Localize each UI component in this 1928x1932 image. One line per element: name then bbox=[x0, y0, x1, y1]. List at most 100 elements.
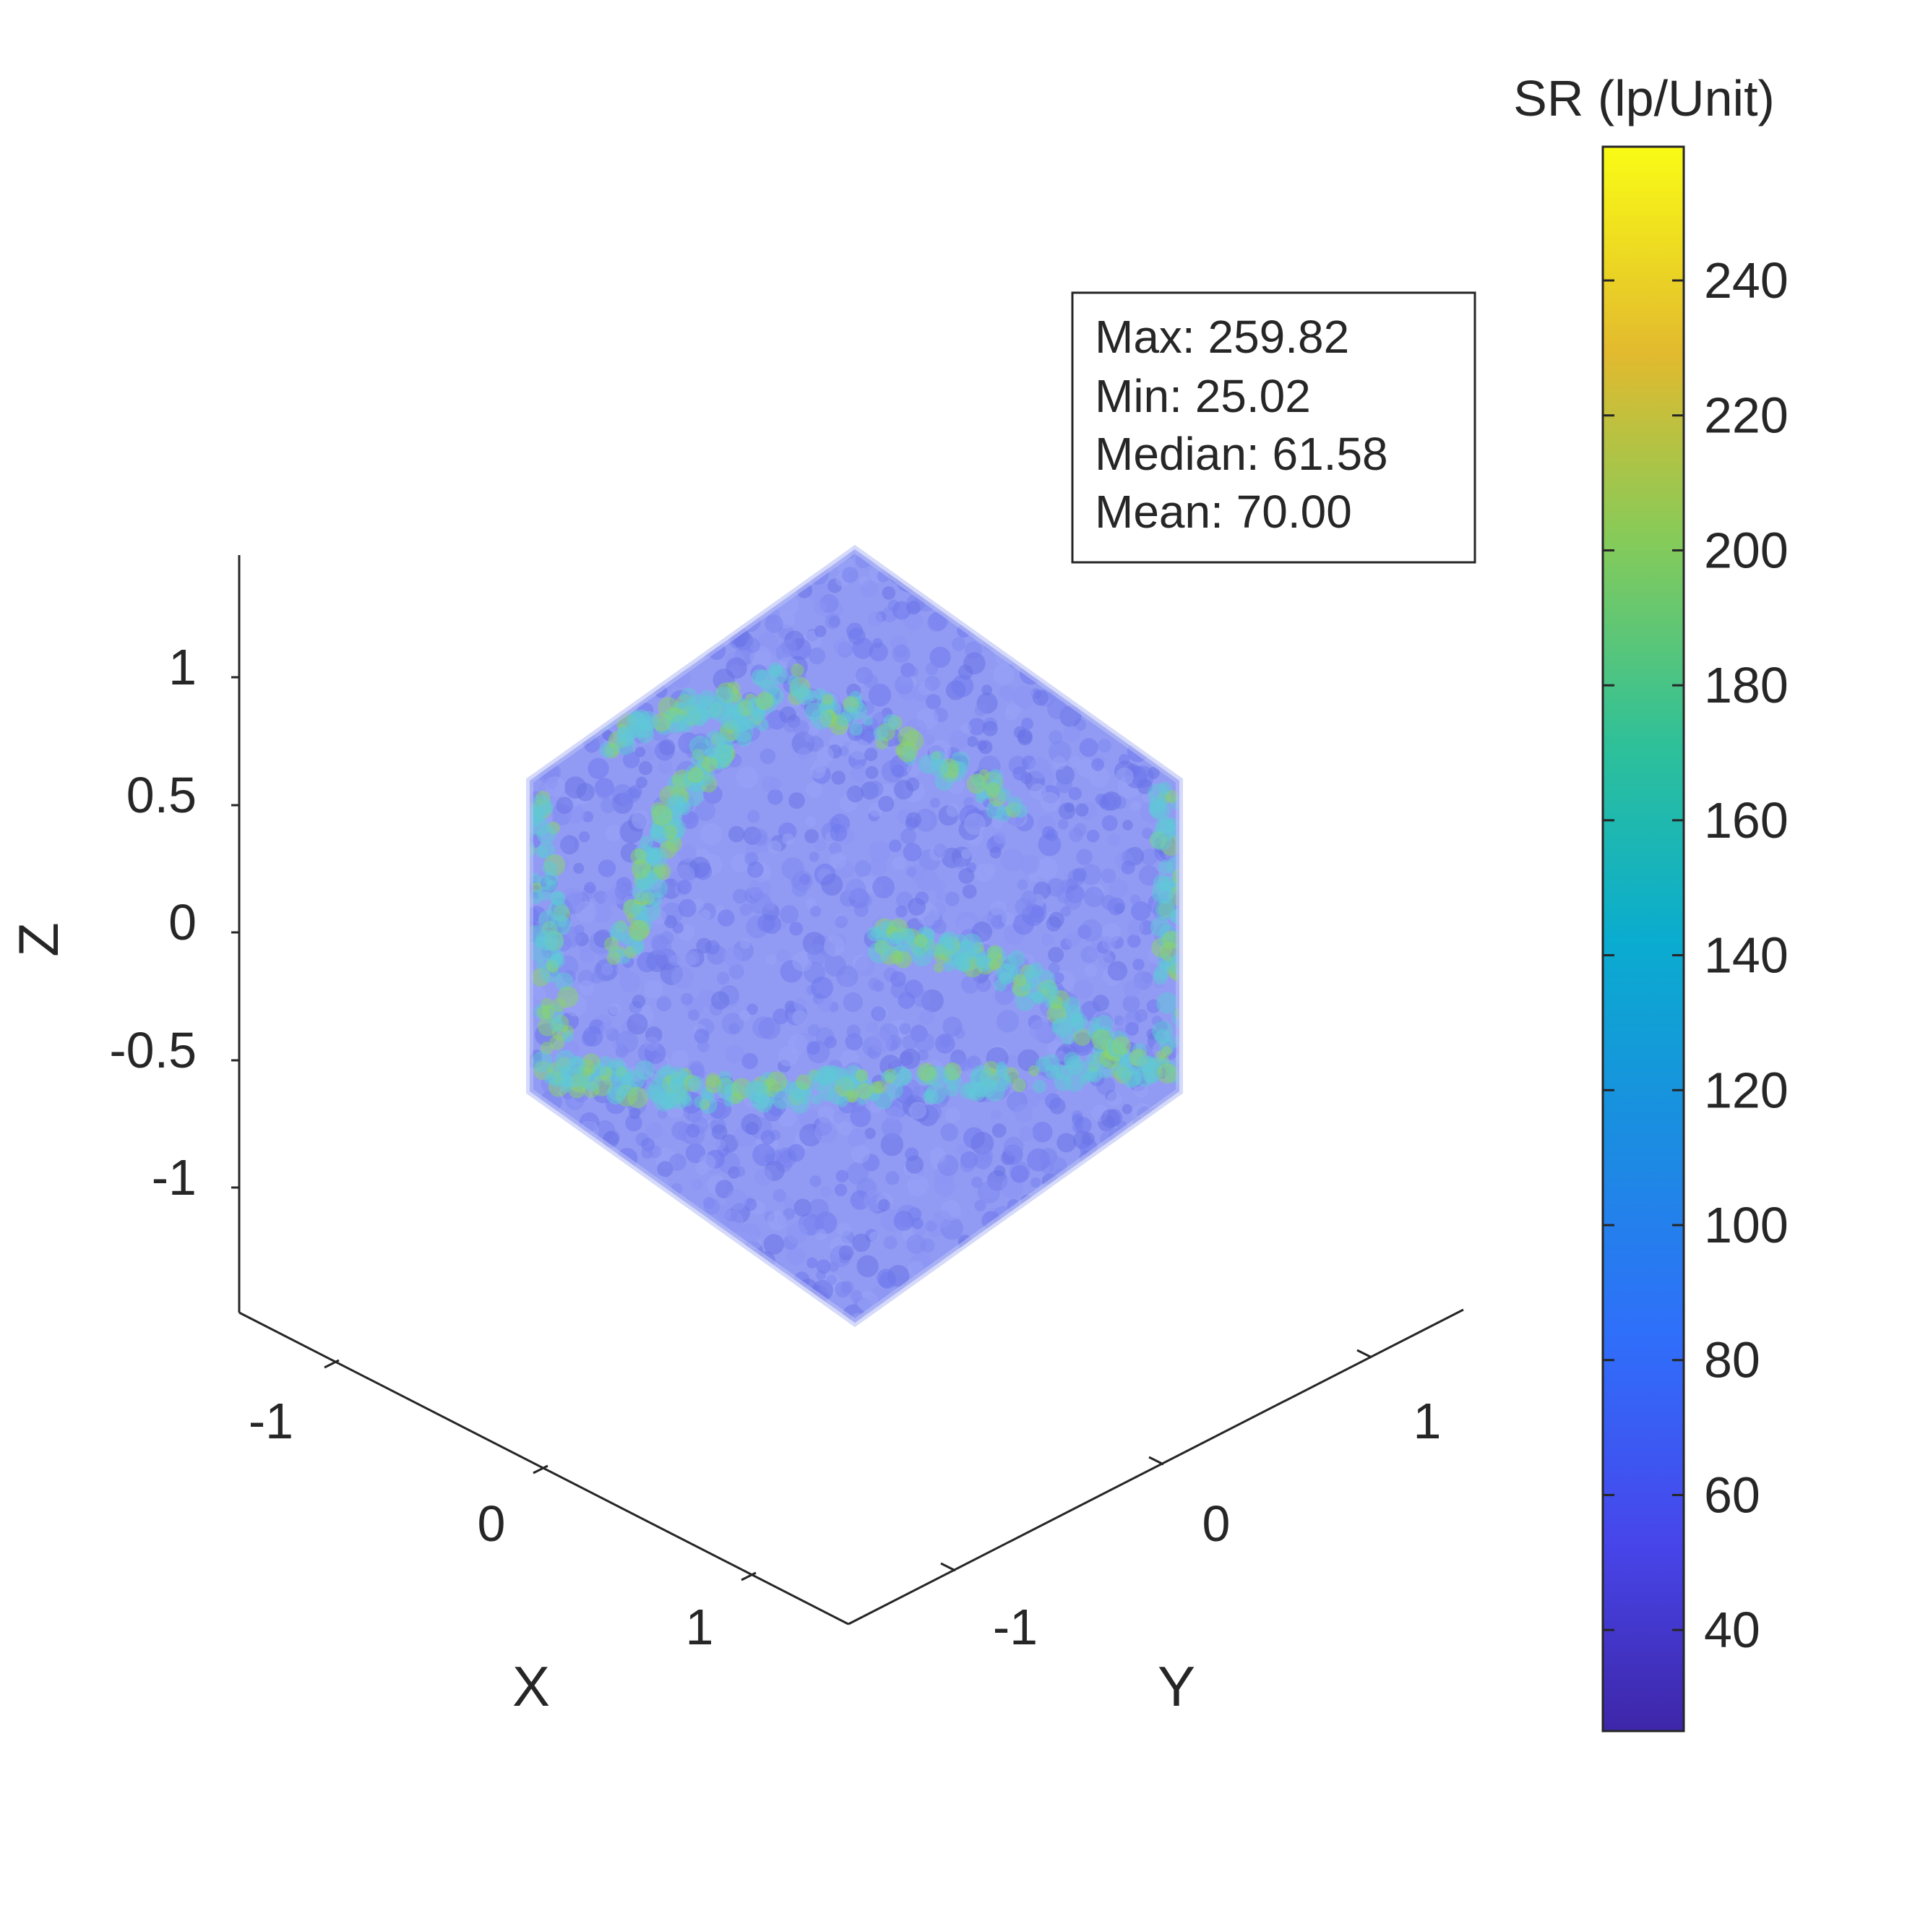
cloud-point bbox=[778, 549, 794, 562]
cloud-point bbox=[911, 1217, 924, 1229]
cloud-point bbox=[1061, 611, 1074, 624]
cloud-point bbox=[947, 1263, 961, 1276]
cloud-point bbox=[1125, 692, 1148, 716]
cloud-point bbox=[600, 797, 616, 814]
x-tick-label: 0 bbox=[478, 1495, 506, 1552]
cloud-point bbox=[868, 977, 881, 991]
cloud-point bbox=[1019, 1126, 1034, 1141]
cloud-point bbox=[959, 1316, 971, 1323]
cloud-point bbox=[930, 1274, 952, 1296]
cloud-point bbox=[1004, 708, 1018, 721]
cloud-point bbox=[1132, 958, 1145, 971]
cloud-point-edge bbox=[940, 931, 959, 950]
cloud-point bbox=[865, 765, 879, 779]
cloud-point bbox=[1114, 1190, 1132, 1208]
cloud-point bbox=[696, 937, 712, 954]
cloud-point bbox=[866, 1021, 878, 1033]
cloud-point bbox=[1144, 635, 1163, 655]
cloud-point bbox=[634, 1237, 649, 1251]
cloud-point bbox=[1080, 919, 1103, 942]
cloud-point bbox=[896, 1273, 908, 1284]
cloud-point bbox=[605, 1300, 616, 1313]
cloud-point bbox=[880, 1133, 904, 1156]
cloud-point bbox=[1100, 1208, 1111, 1220]
cloud-point-edge bbox=[868, 942, 890, 963]
cloud-point bbox=[1097, 739, 1111, 753]
cloud-point bbox=[740, 1223, 761, 1244]
cloud-point bbox=[951, 674, 974, 697]
cloud-point bbox=[610, 1188, 630, 1209]
cloud-point bbox=[918, 564, 942, 587]
cloud-point bbox=[547, 1148, 560, 1161]
cloud-point bbox=[530, 710, 543, 724]
cloud-point bbox=[561, 617, 580, 637]
cloud-point bbox=[991, 1123, 1007, 1138]
cloud-point bbox=[1122, 995, 1140, 1013]
cloud-point bbox=[1037, 643, 1054, 659]
cloud-point bbox=[852, 1233, 871, 1253]
cloud-point bbox=[1110, 609, 1125, 623]
cloud-point bbox=[806, 1257, 818, 1268]
cloud-point-edge bbox=[796, 1074, 812, 1091]
cloud-point bbox=[926, 694, 942, 710]
cloud-point bbox=[793, 1198, 812, 1217]
cloud-point bbox=[745, 1122, 759, 1135]
cloud-point bbox=[629, 1192, 649, 1211]
cloud-point bbox=[1142, 596, 1164, 617]
z-tick-label: 0.5 bbox=[126, 767, 197, 823]
cloud-point bbox=[543, 549, 560, 560]
cloud-point bbox=[903, 843, 922, 862]
cloud-point bbox=[670, 573, 685, 589]
cloud-point bbox=[1078, 668, 1089, 679]
cloud-point bbox=[1115, 767, 1134, 786]
cloud-point bbox=[1125, 1022, 1139, 1036]
cloud-point bbox=[1040, 791, 1060, 812]
cloud-point-edge bbox=[620, 1072, 633, 1086]
cloud-point bbox=[1135, 708, 1153, 726]
cloud-point bbox=[663, 1305, 686, 1323]
cloud-point bbox=[534, 672, 557, 695]
cloud-point bbox=[1166, 627, 1179, 640]
cloud-point bbox=[1151, 723, 1163, 734]
cloud-point bbox=[676, 1214, 690, 1228]
cloud-point bbox=[907, 1175, 929, 1196]
z-axis-label: Z bbox=[7, 922, 70, 957]
cloud-point bbox=[626, 1282, 641, 1298]
cloud-point bbox=[574, 635, 590, 651]
cloud-point bbox=[530, 598, 538, 610]
cloud-point-edge bbox=[582, 1074, 600, 1091]
cloud-point bbox=[538, 1193, 554, 1210]
cloud-point bbox=[1128, 1274, 1142, 1288]
cloud-point bbox=[629, 1254, 647, 1273]
cloud-point bbox=[1137, 1217, 1151, 1230]
cloud-point-edge bbox=[959, 962, 970, 973]
cloud-point-edge bbox=[535, 845, 548, 859]
cloud-point bbox=[781, 857, 804, 880]
cloud-point-edge bbox=[990, 1070, 1012, 1091]
cloud-point bbox=[535, 557, 547, 569]
cloud-point bbox=[598, 1283, 611, 1295]
cloud-point bbox=[758, 1017, 781, 1040]
cloud-point bbox=[927, 612, 947, 632]
cloud-point-edge bbox=[769, 665, 788, 684]
x-tick-label: 1 bbox=[686, 1599, 714, 1655]
cloud-point-edge bbox=[539, 801, 554, 816]
cloud-point bbox=[780, 905, 799, 924]
y-tick-mark bbox=[1148, 1456, 1164, 1466]
cloud-point-edge bbox=[818, 1083, 836, 1102]
cloud-point bbox=[637, 670, 655, 689]
cloud-point bbox=[905, 812, 921, 828]
cloud-point bbox=[942, 1016, 963, 1037]
cloud-point bbox=[568, 549, 591, 562]
cloud-point-edge bbox=[790, 1094, 810, 1114]
cloud-point bbox=[1142, 1305, 1157, 1320]
cloud-point bbox=[1058, 1301, 1077, 1320]
cloud-point-edge bbox=[638, 710, 658, 731]
cloud-point bbox=[828, 842, 842, 855]
cloud-point bbox=[1060, 1225, 1080, 1245]
cloud-point bbox=[1049, 730, 1063, 745]
cloud-point bbox=[1083, 1182, 1098, 1197]
cloud-point bbox=[632, 995, 646, 1008]
cloud-point bbox=[1014, 1214, 1030, 1230]
cloud-point bbox=[1129, 1208, 1143, 1223]
